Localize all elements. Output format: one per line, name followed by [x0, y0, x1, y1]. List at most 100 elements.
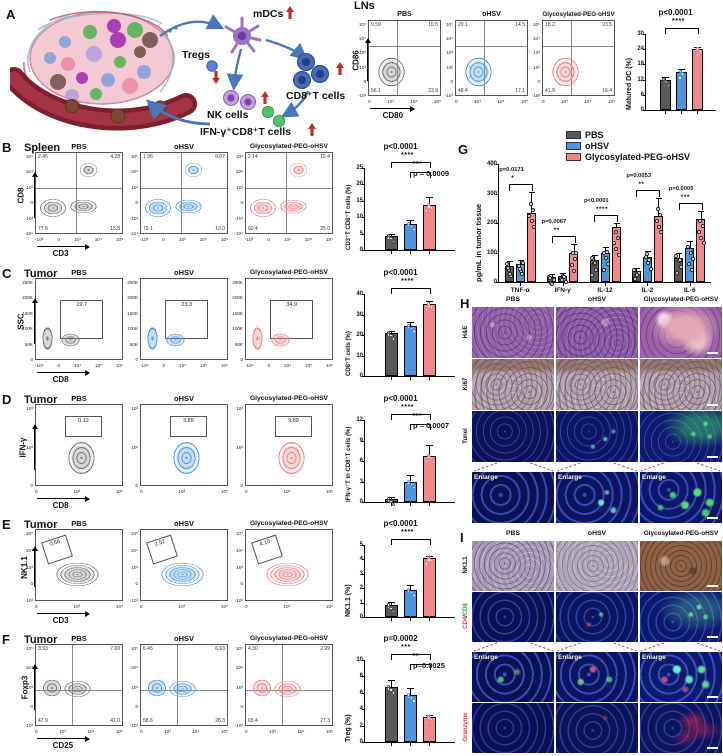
bar-chart-y-label: CD8⁺T cells (%) — [346, 331, 352, 376]
flow-plot-group-title: Glycosylated-PEG-oHSV — [249, 635, 329, 642]
tumor-cell — [127, 22, 143, 38]
bar-axis-tick: 0 — [360, 499, 365, 505]
y-tick-labels: 10³ 10² 0 — [230, 406, 243, 488]
x-tick-labels: 0 10³ 10⁵ — [140, 489, 228, 494]
x-tick: 10⁴ — [297, 729, 305, 734]
contour-blob — [250, 677, 275, 700]
x-tick-labels: 0 10³ 10⁵ — [35, 489, 123, 494]
y-tick: 10³ — [533, 50, 540, 56]
x-axis-line — [37, 613, 86, 615]
x-tick: 10³ — [164, 729, 171, 734]
panel-e: E Tumor PBS 10⁵ 10⁴ 10³ 0 -10³ 0.66 0 10³ 10⁴ NK1.1 C… — [2, 517, 460, 630]
bar-axis-tickmark — [362, 588, 365, 590]
y-tick: -10² — [531, 92, 540, 98]
bar — [422, 716, 436, 742]
g-axis-tickmark — [496, 223, 499, 224]
bar-axis-tickmark — [643, 34, 646, 35]
data-dot — [409, 696, 413, 700]
g-data-dot — [572, 268, 576, 273]
y-tick: 0 — [30, 483, 33, 488]
x-axis-line — [37, 738, 86, 740]
gate-box: 0.66 — [40, 534, 73, 565]
g-data-dot — [688, 250, 693, 255]
sig-p-text: p = 0.0009 — [413, 169, 450, 178]
legend-item: PBS — [566, 130, 690, 140]
x-tick: 10⁴ — [115, 604, 123, 609]
flow-plot-group-title: PBS — [71, 268, 87, 277]
bar-axis-tickmark — [362, 742, 365, 743]
g-sig-bracket — [678, 203, 703, 211]
y-tick: 200K — [232, 295, 243, 301]
panel-letter: F — [2, 632, 10, 647]
y-tick: 0 — [30, 200, 33, 206]
x-axis-arrowhead — [85, 495, 91, 502]
g-error-cap — [602, 246, 609, 248]
flow-plot: oHSV 10⁵ 10⁴ 10³ 10² 0 -10² 20.1 14.5 48.4 17.1 0 10… — [443, 10, 528, 104]
flow-plot-group-title: Glycosylated-PEG-oHSV — [249, 520, 329, 527]
g-data-dot — [527, 213, 532, 218]
g-data-dot — [517, 266, 522, 271]
y-axis-line — [34, 551, 36, 588]
data-dot — [406, 481, 411, 486]
g-p-value: p=0.0053 — [626, 172, 652, 179]
g-error-cap — [560, 273, 567, 275]
quad-value-br: 41.0 — [110, 718, 120, 724]
x-tick: 0 — [245, 604, 248, 609]
y-tick: 0 — [240, 581, 243, 587]
g-data-dot — [654, 218, 659, 223]
y-tick: 150K — [127, 310, 138, 316]
y-tick: -10³ — [24, 723, 33, 728]
x-tick: -10⁴ — [140, 363, 149, 368]
error-bar-line — [410, 475, 411, 482]
contour-blob — [269, 331, 292, 348]
error-bar-line — [410, 687, 411, 696]
g-p-value: p=0.0067 — [541, 218, 567, 225]
y-tick: 10³ — [236, 684, 243, 690]
flow-plot-group-title: Glycosylated-PEG-oHSV — [249, 143, 329, 150]
scale-bar — [707, 747, 718, 749]
panel-h: H PBS oHSV Glycosylated-PEG-oHSV H&E Ki67 Tune… — [460, 296, 723, 528]
contour-blob — [289, 163, 308, 177]
y-tick: 10⁵ — [235, 646, 243, 651]
bar-axis-tickmark — [362, 168, 365, 169]
y-tick: 10⁴ — [235, 547, 243, 553]
y-tick-labels: 10⁵ 10⁴ 10³ 0 -10³ — [230, 646, 243, 728]
x-tick: 10³ — [474, 99, 481, 104]
g-axis-tick: 200 — [486, 220, 497, 226]
g-data-dot — [700, 224, 705, 229]
x-axis-label: CD8 — [52, 501, 69, 510]
x-axis-tickmark — [429, 503, 430, 506]
bar-axis-tickmark — [643, 49, 646, 51]
g-axis-tickmark — [496, 282, 499, 283]
sig-bracket — [391, 539, 431, 545]
gate-value: 23.3 — [181, 301, 193, 308]
g-sig-bracket — [551, 235, 576, 243]
group-legend: PBS oHSV Glycosylated-PEG-oHSV — [566, 130, 690, 163]
bar-axis-tickmark — [362, 602, 365, 604]
g-data-dot — [592, 261, 597, 266]
data-dot — [427, 716, 431, 721]
x-axis-line — [37, 246, 86, 248]
g-error-cap — [591, 255, 598, 257]
g-data-dot — [678, 265, 683, 270]
g-sig-bracket — [509, 184, 534, 192]
x-axis-tickmark — [697, 111, 698, 114]
y-tick: 10⁵ — [130, 646, 138, 651]
g-data-dot — [507, 272, 512, 277]
arrow-ifng-to-tumor — [145, 99, 211, 126]
x-axis-arrowhead — [85, 369, 91, 376]
data-dot — [386, 687, 390, 691]
contour-blob — [145, 677, 170, 700]
sig-bracket — [410, 424, 431, 430]
x-tick-labels: -10³ 0 10³ 10⁴ 10⁵ — [245, 237, 333, 242]
x-tick: 10³ — [73, 237, 81, 242]
y-tick: 10³ — [26, 684, 33, 690]
x-tick-labels: -10⁴ 0 10⁴ 10⁵ 10⁶ — [35, 363, 123, 368]
data-dot — [409, 326, 413, 331]
contour-blob — [272, 680, 302, 698]
bar-axis-tickmark — [362, 440, 365, 442]
x-tick: 0 — [542, 99, 545, 104]
bar-axis-tickmark — [362, 355, 365, 357]
sig-p-text: p = 0.0007 — [413, 421, 450, 430]
